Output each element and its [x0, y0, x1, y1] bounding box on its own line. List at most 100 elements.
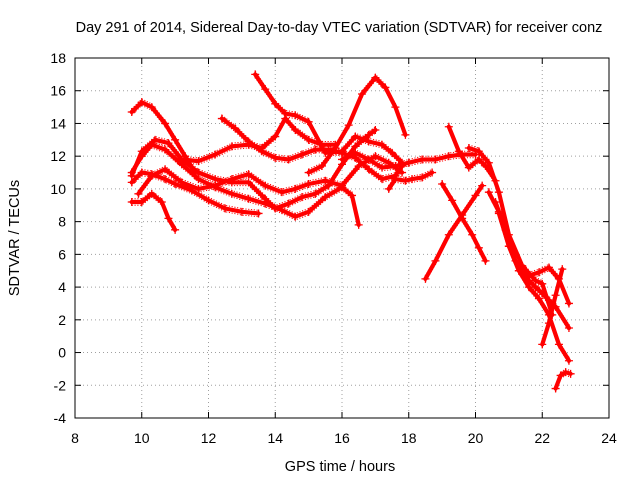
x-tick-label: 22 — [534, 430, 550, 446]
data-point-marker — [271, 153, 280, 162]
data-point-marker — [281, 109, 290, 118]
x-tick-label: 14 — [267, 430, 283, 446]
series-arc-2 — [127, 189, 180, 234]
data-point-marker — [137, 168, 146, 177]
data-point-marker — [261, 194, 270, 203]
x-tick-label: 12 — [201, 430, 217, 446]
series-marker-edge — [498, 216, 570, 365]
data-point-marker — [137, 147, 146, 156]
data-point-marker — [534, 294, 543, 303]
data-point-marker — [484, 188, 493, 197]
data-point-marker — [237, 207, 246, 216]
data-point-marker — [291, 126, 300, 134]
data-point-marker — [338, 181, 346, 190]
data-point-marker — [297, 193, 306, 202]
data-point-marker — [358, 90, 367, 98]
y-tick-label: 2 — [58, 312, 66, 328]
y-tick-label: 18 — [50, 50, 66, 66]
data-point-marker — [554, 340, 563, 349]
data-point-marker — [438, 180, 447, 188]
y-axis-label: SDTVAR / TECUs — [7, 180, 23, 296]
data-point-marker — [404, 158, 413, 167]
series-marker-edge — [388, 175, 433, 193]
series-marker-edge — [448, 129, 496, 185]
data-point-marker — [271, 204, 280, 213]
x-tick-label: 10 — [134, 430, 150, 446]
data-point-marker — [284, 199, 293, 208]
data-point-marker — [127, 198, 136, 206]
data-point-marker — [458, 214, 467, 223]
data-point-marker — [261, 181, 270, 190]
data-point-marker — [371, 73, 380, 82]
data-point-marker — [161, 165, 170, 174]
data-point-marker — [566, 369, 575, 378]
data-point-marker — [478, 181, 487, 190]
data-point-marker — [147, 171, 156, 180]
data-point-marker — [418, 173, 427, 182]
series-arc-12 — [384, 168, 437, 193]
data-point-marker — [468, 230, 477, 239]
data-point-marker — [164, 139, 173, 148]
data-point-marker — [297, 150, 306, 159]
series-marker-edge — [137, 158, 403, 198]
data-point-marker — [164, 214, 173, 223]
y-tick-label: 10 — [50, 181, 66, 197]
data-point-marker — [481, 256, 490, 265]
data-point-marker — [471, 191, 480, 200]
data-point-marker — [378, 163, 387, 172]
data-point-marker — [254, 209, 263, 218]
data-point-marker — [211, 181, 220, 190]
data-point-marker — [556, 371, 565, 380]
data-point-marker — [418, 155, 427, 164]
data-point-marker — [484, 158, 493, 167]
data-point-marker — [538, 279, 547, 288]
data-point-marker — [161, 145, 170, 154]
series-arc-19 — [494, 209, 573, 365]
data-point-marker — [231, 124, 240, 133]
data-point-marker — [147, 103, 156, 112]
data-point-marker — [227, 189, 236, 198]
x-tick-label: 24 — [601, 430, 617, 446]
series-marker-edge — [441, 180, 486, 258]
data-point-marker — [381, 83, 390, 92]
series-marker-trail — [440, 181, 488, 263]
data-point-marker — [304, 180, 313, 188]
data-point-marker — [558, 265, 567, 274]
data-point-marker — [211, 150, 220, 159]
series-arc-11 — [338, 148, 480, 172]
data-point-marker — [531, 283, 540, 292]
series-marker-trail — [386, 170, 435, 191]
series-marker-trail — [423, 183, 485, 281]
data-point-marker — [338, 155, 346, 164]
series-marker-trail — [540, 267, 565, 347]
x-axis-label: GPS time / hours — [285, 459, 395, 475]
data-point-marker — [351, 148, 360, 157]
data-point-marker — [444, 152, 453, 161]
series-marker-edge — [555, 374, 571, 392]
data-point-marker — [384, 184, 393, 193]
series-marker-trail — [129, 170, 261, 216]
data-point-marker — [364, 165, 373, 174]
data-point-marker — [448, 196, 457, 205]
data-point-marker — [338, 147, 346, 156]
data-point-marker — [321, 176, 330, 185]
data-point-marker — [474, 147, 483, 156]
series-marker-edge — [341, 149, 476, 165]
data-point-marker — [474, 243, 483, 252]
data-point-marker — [284, 155, 293, 164]
data-point-marker — [378, 175, 387, 184]
data-point-marker — [291, 111, 300, 120]
data-point-marker — [391, 162, 400, 170]
data-point-marker — [421, 274, 430, 283]
series-marker-edge — [131, 189, 176, 227]
data-point-marker — [444, 230, 453, 239]
data-point-marker — [194, 168, 203, 177]
series-marker-edge — [424, 188, 483, 283]
data-point-marker — [564, 299, 573, 308]
y-tick-label: 6 — [58, 246, 66, 262]
data-point-marker — [464, 144, 473, 152]
data-point-marker — [401, 130, 410, 139]
data-point-marker — [271, 99, 280, 108]
data-point-marker — [428, 168, 437, 177]
